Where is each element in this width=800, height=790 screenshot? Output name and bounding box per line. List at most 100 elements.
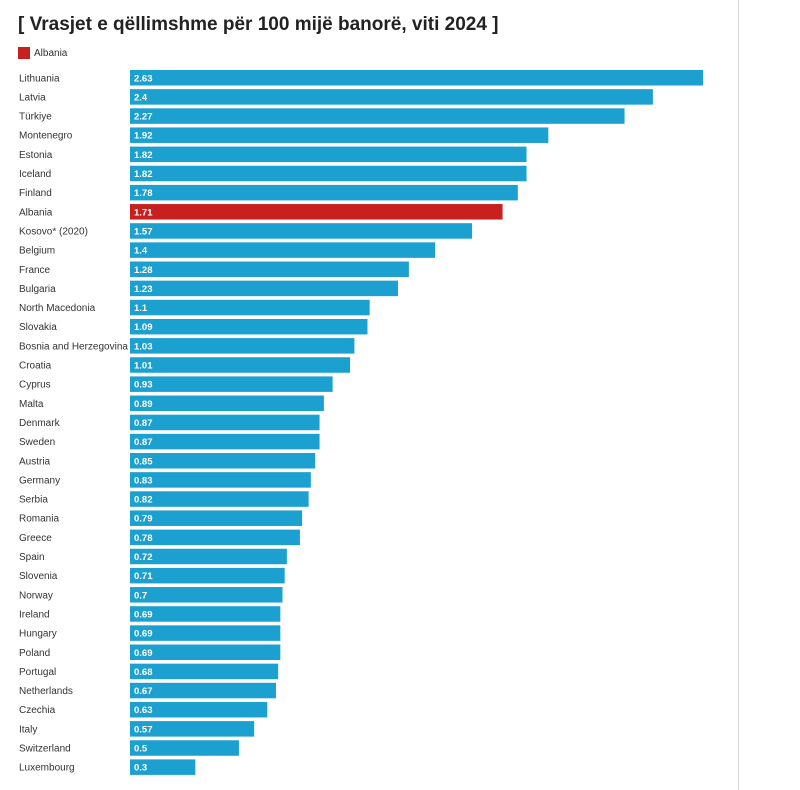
value-label: 0.3 <box>134 763 147 774</box>
bar <box>130 299 370 316</box>
value-label: 1.78 <box>134 188 153 199</box>
category-label: Ireland <box>19 609 50 620</box>
category-label: Switzerland <box>19 744 71 755</box>
value-label: 0.5 <box>134 744 148 755</box>
category-label: Norway <box>19 590 53 601</box>
category-label: Czechia <box>19 705 56 716</box>
category-label: Luxembourg <box>19 763 75 774</box>
category-label: Montenegro <box>19 131 73 142</box>
category-label: Italy <box>19 724 37 735</box>
value-label: 1.82 <box>134 169 153 180</box>
category-label: Poland <box>19 648 50 659</box>
category-label: Croatia <box>19 361 52 372</box>
category-label: Finland <box>19 188 52 199</box>
value-label: 2.27 <box>134 112 153 123</box>
category-label: Portugal <box>19 667 56 678</box>
category-label: Türkiye <box>19 112 52 123</box>
bar <box>130 529 300 546</box>
bar <box>130 357 351 373</box>
bar <box>130 587 283 603</box>
category-label: Cyprus <box>19 380 51 391</box>
value-label: 0.71 <box>134 571 153 582</box>
category-label: Spain <box>19 552 45 563</box>
value-label: 0.68 <box>134 667 153 678</box>
value-label: 1.82 <box>134 150 153 161</box>
bar <box>130 567 285 584</box>
value-label: 0.93 <box>134 380 153 391</box>
legend: Albania <box>18 47 67 59</box>
category-label: Serbia <box>19 495 48 506</box>
category-label: Slovakia <box>19 322 57 333</box>
value-label: 0.89 <box>134 399 153 410</box>
bar <box>130 146 527 163</box>
category-label: Bulgaria <box>19 284 56 295</box>
bar <box>130 414 320 431</box>
value-label: 1.1 <box>134 303 148 314</box>
category-label: Hungary <box>19 629 57 640</box>
category-label: Lithuania <box>19 73 60 84</box>
category-label: North Macedonia <box>19 303 96 314</box>
bar <box>130 663 279 680</box>
category-label: France <box>19 265 51 276</box>
bar <box>130 453 316 469</box>
bar <box>130 242 436 258</box>
value-label: 0.7 <box>134 590 147 601</box>
bar <box>130 70 703 86</box>
value-label: 0.69 <box>134 629 153 640</box>
category-label: Greece <box>19 533 52 544</box>
value-label: 1.03 <box>134 341 153 352</box>
category-label: Denmark <box>19 418 61 429</box>
value-label: 1.01 <box>134 361 153 372</box>
bar <box>130 223 473 239</box>
value-label: 2.63 <box>134 73 153 84</box>
bar <box>130 89 653 105</box>
bar <box>130 318 368 335</box>
value-label: 1.09 <box>134 322 153 333</box>
bar <box>130 740 239 756</box>
category-label: Belgium <box>19 246 55 257</box>
legend-label: Albania <box>34 47 68 59</box>
bar <box>130 548 287 565</box>
bar <box>130 701 268 718</box>
bar <box>130 644 281 660</box>
bar <box>130 165 527 182</box>
bar <box>130 625 281 641</box>
value-label: 1.23 <box>134 284 153 295</box>
value-label: 0.79 <box>134 514 153 525</box>
divider <box>738 0 739 790</box>
bar <box>130 759 196 775</box>
chart-title: [ Vrasjet e qëllimshme për 100 mijë bano… <box>18 14 499 35</box>
category-label: Estonia <box>19 150 53 161</box>
bar <box>130 606 281 622</box>
bar <box>130 261 409 277</box>
value-label: 1.4 <box>134 246 148 257</box>
value-label: 0.85 <box>134 456 153 467</box>
bar <box>130 510 303 526</box>
bar <box>130 433 320 450</box>
category-label: Sweden <box>19 437 55 448</box>
value-label: 0.78 <box>134 533 153 544</box>
bar <box>130 184 518 201</box>
bar <box>130 108 625 124</box>
value-label: 0.69 <box>134 648 153 659</box>
category-label: Bosnia and Herzegovina <box>19 341 128 352</box>
value-label: 0.72 <box>134 552 153 563</box>
value-label: 0.82 <box>134 495 153 506</box>
value-label: 1.57 <box>134 226 153 237</box>
value-label: 0.69 <box>134 609 153 620</box>
value-label: 0.83 <box>134 475 153 486</box>
category-label: Malta <box>19 399 44 410</box>
bar <box>130 395 324 412</box>
bar <box>130 204 503 220</box>
bar <box>130 280 398 297</box>
category-label: Iceland <box>19 169 51 180</box>
value-label: 0.57 <box>134 724 153 735</box>
value-label: 1.71 <box>134 207 153 218</box>
legend-swatch <box>18 47 30 59</box>
bar <box>130 721 255 737</box>
bar <box>130 376 333 392</box>
category-label: Latvia <box>19 92 46 103</box>
bar <box>130 338 355 354</box>
value-label: 0.87 <box>134 437 153 448</box>
